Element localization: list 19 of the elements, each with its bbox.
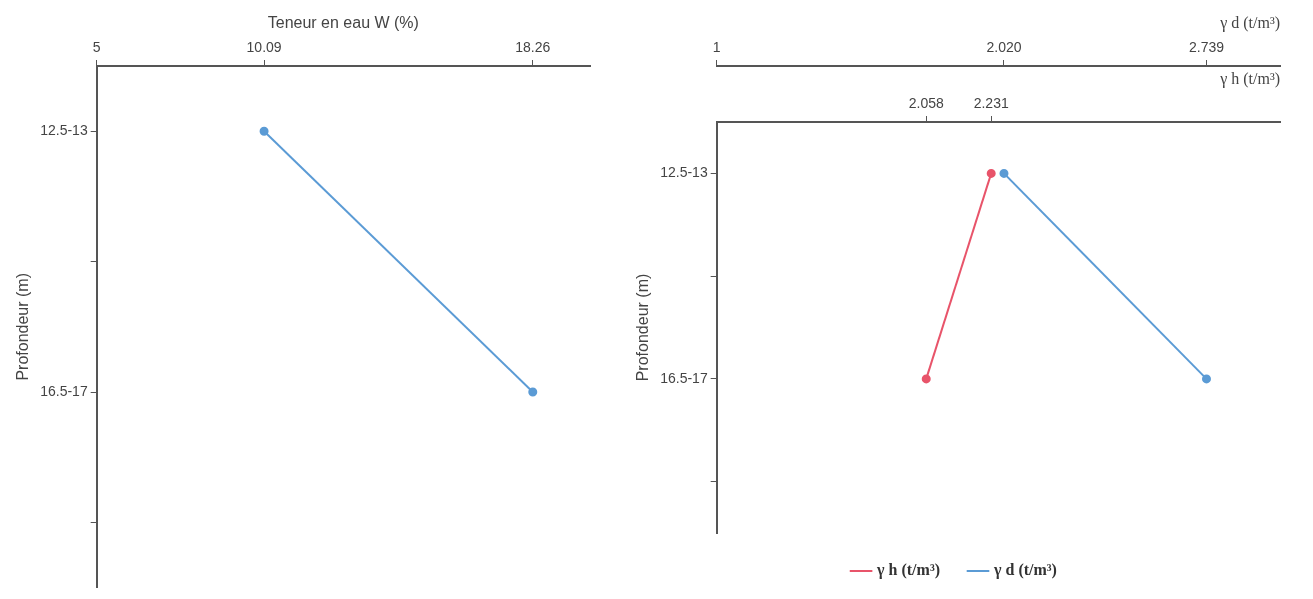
x-tick-label: 2.231 <box>973 95 1009 112</box>
x2-tick-label: 2.020 <box>986 39 1022 56</box>
x-axis-title: Teneur en eau W (%) <box>267 14 419 32</box>
x2-axis-title: γ d (t/m³) <box>1219 13 1280 32</box>
y-tick-label: 16.5-17 <box>40 382 88 399</box>
y-axis-title: Profondeur (m) <box>14 273 32 381</box>
x-tick-label: 18.26 <box>515 39 551 56</box>
y-tick-label: 12.5-13 <box>40 122 88 139</box>
x-tick-label: 2.058 <box>908 95 944 112</box>
x-axis-title: γ h (t/m³) <box>1219 69 1280 88</box>
x-tick-label: 5 <box>92 39 101 56</box>
x2-tick-label: 2.739 <box>1188 39 1225 56</box>
y-axis-title: Profondeur (m) <box>634 273 652 382</box>
x2-tick-label: 1 <box>712 39 721 56</box>
y-tick-label: 12.5-13 <box>660 164 708 181</box>
legend-label: γ d (t/m³) <box>993 561 1057 580</box>
x-tick-label: 10.09 <box>246 39 282 56</box>
y-tick-label: 16.5-17 <box>660 369 708 386</box>
legend-label: γ h (t/m³) <box>876 561 940 580</box>
